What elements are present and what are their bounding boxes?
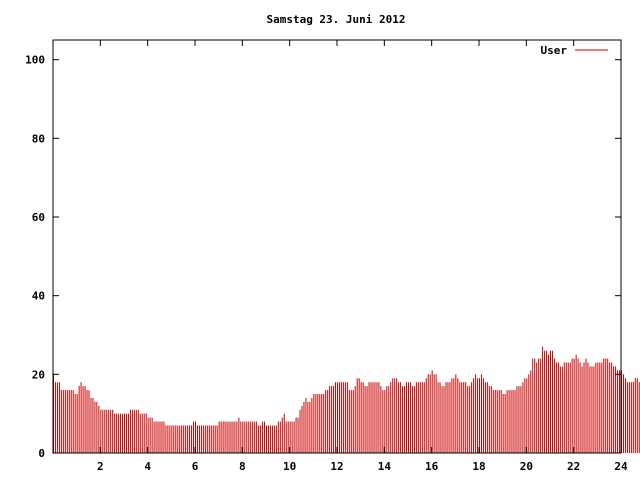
- y-tick-label: 20: [32, 368, 45, 381]
- x-tick-label: 6: [192, 460, 199, 473]
- x-tick-label: 10: [283, 460, 296, 473]
- y-tick-label: 60: [32, 211, 45, 224]
- plot-frame: [52, 39, 622, 454]
- chart-title: Samstag 23. Juni 2012: [266, 13, 405, 26]
- y-tick-label: 40: [32, 290, 45, 303]
- x-tick-label: 24: [614, 460, 628, 473]
- legend: User: [541, 44, 608, 57]
- x-tick-label: 22: [567, 460, 580, 473]
- x-tick-label: 2: [97, 460, 104, 473]
- x-tick-label: 16: [425, 460, 439, 473]
- y-tick-label: 80: [32, 132, 45, 145]
- legend-label: User: [541, 44, 568, 57]
- bar-group: [53, 346, 640, 453]
- y-tick-label: 100: [25, 54, 45, 67]
- x-tick-label: 14: [378, 460, 392, 473]
- x-tick-label: 4: [144, 460, 151, 473]
- x-tick-label: 18: [472, 460, 485, 473]
- y-tick-label: 0: [38, 447, 45, 460]
- x-tick-label: 20: [520, 460, 533, 473]
- x-tick-label: 8: [239, 460, 246, 473]
- x-tick-label: 12: [330, 460, 343, 473]
